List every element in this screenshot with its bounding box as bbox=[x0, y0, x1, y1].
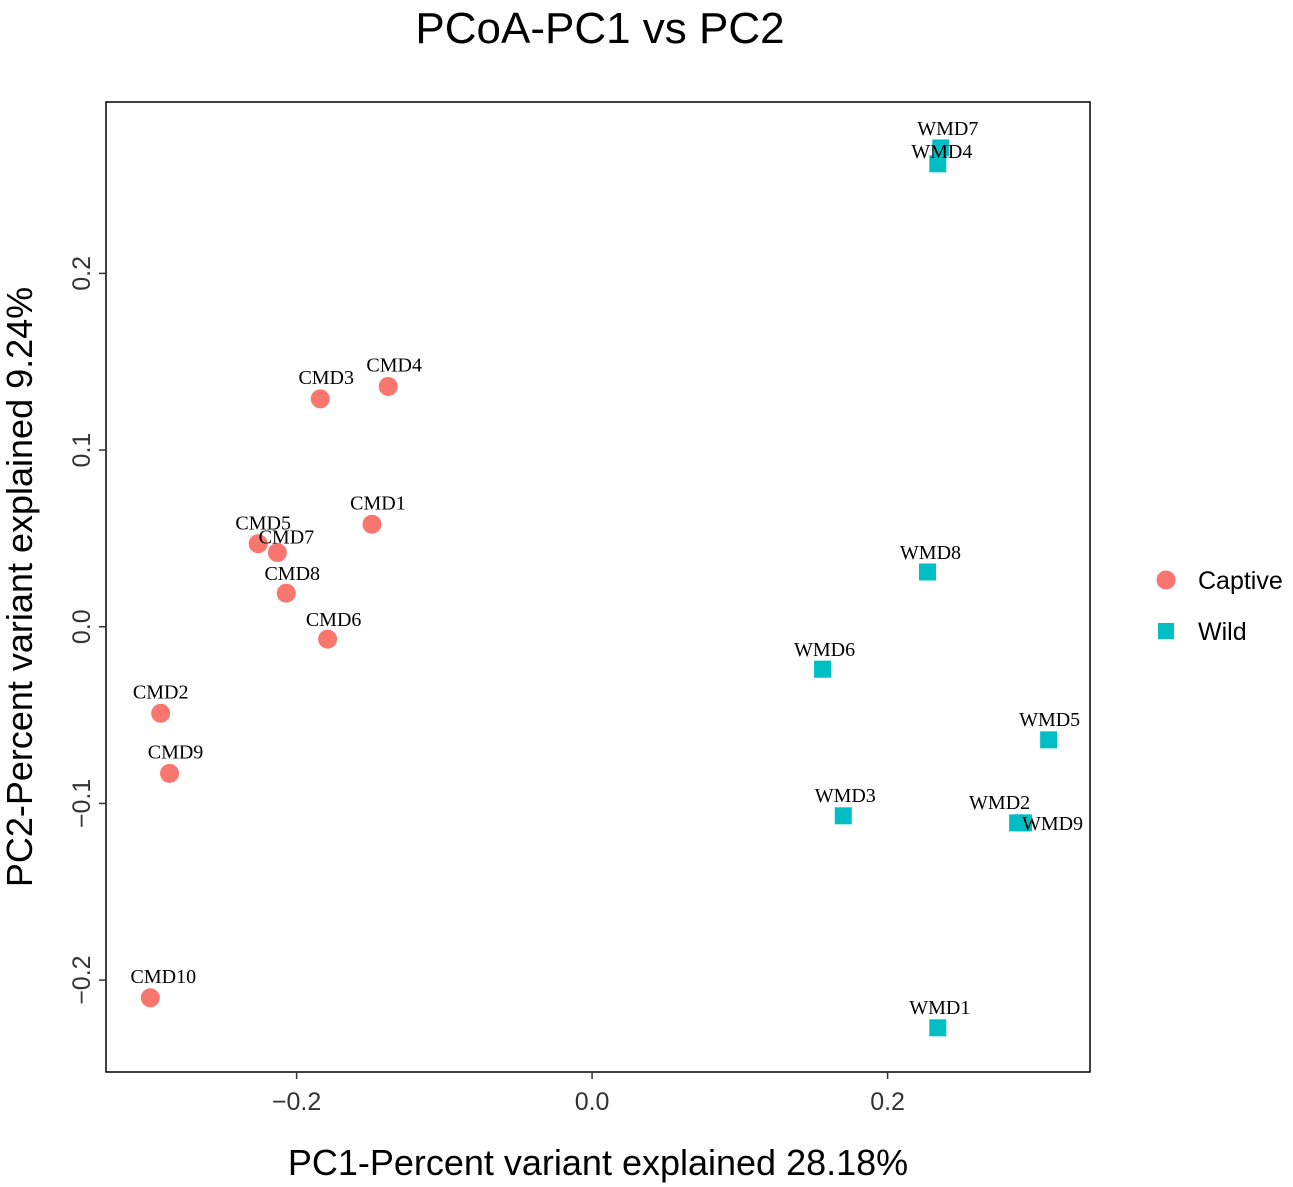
y-tick-label-3: 0.1 bbox=[68, 433, 96, 468]
point-label-wmd9: WMD9 bbox=[1022, 813, 1083, 835]
point-labels-layer: CMD1 CMD2 CMD3 CMD4 CMD5 CMD6 CMD7 CMD8 CMD9 CMD1… bbox=[131, 118, 1084, 1019]
point-label-cmd2: CMD2 bbox=[133, 681, 189, 703]
point-label-wmd4: WMD4 bbox=[911, 141, 972, 163]
point-cmd2 bbox=[151, 703, 171, 723]
chart-title: PCoA-PC1 vs PC2 bbox=[415, 4, 784, 53]
point-cmd1 bbox=[362, 514, 382, 534]
point-cmd6 bbox=[318, 629, 338, 649]
x-axis: −0.2 0.0 0.2 bbox=[272, 1072, 905, 1116]
x-tick-label-1: 0.0 bbox=[575, 1088, 610, 1116]
point-label-cmd9: CMD9 bbox=[148, 741, 204, 763]
point-label-wmd6: WMD6 bbox=[794, 639, 855, 661]
point-label-cmd8: CMD8 bbox=[264, 563, 320, 585]
point-label-cmd3: CMD3 bbox=[298, 367, 354, 389]
point-wmd6 bbox=[814, 660, 832, 678]
point-cmd4 bbox=[378, 376, 398, 396]
point-label-wmd7: WMD7 bbox=[917, 118, 978, 140]
point-wmd9 bbox=[1015, 814, 1033, 832]
point-label-wmd3: WMD3 bbox=[815, 785, 876, 807]
y-axis: −0.2 −0.1 0.0 0.1 0.2 bbox=[68, 256, 106, 1005]
point-label-cmd10: CMD10 bbox=[131, 966, 197, 988]
legend-label-wild: Wild bbox=[1198, 618, 1247, 646]
y-tick-label-2: 0.0 bbox=[68, 609, 96, 644]
point-cmd9 bbox=[160, 763, 180, 783]
point-wmd5 bbox=[1040, 731, 1058, 749]
point-label-wmd1: WMD1 bbox=[909, 997, 970, 1019]
plot-panel bbox=[105, 101, 1091, 1073]
points-layer bbox=[140, 139, 1058, 1037]
legend-label-captive: Captive bbox=[1198, 567, 1283, 595]
point-cmd10 bbox=[140, 988, 160, 1008]
point-label-cmd6: CMD6 bbox=[306, 609, 362, 631]
y-axis-label: PC2-Percent variant explained 9.24% bbox=[0, 287, 40, 887]
x-tick-label-2: 0.2 bbox=[870, 1088, 905, 1116]
point-label-cmd1: CMD1 bbox=[350, 492, 406, 514]
point-label-cmd7: CMD7 bbox=[259, 527, 315, 549]
point-label-wmd2: WMD2 bbox=[969, 792, 1030, 814]
point-label-cmd5: CMD5 bbox=[235, 513, 291, 535]
point-wmd7 bbox=[932, 139, 950, 157]
y-tick-label-4: 0.2 bbox=[68, 256, 96, 291]
legend: Captive Wild bbox=[1156, 567, 1283, 646]
x-tick-label-0: −0.2 bbox=[272, 1088, 321, 1116]
point-cmd7 bbox=[267, 543, 287, 563]
point-wmd8 bbox=[918, 563, 936, 581]
legend-key-captive bbox=[1156, 570, 1176, 590]
point-cmd3 bbox=[310, 389, 330, 409]
point-wmd3 bbox=[834, 807, 852, 825]
x-axis-label: PC1-Percent variant explained 28.18% bbox=[288, 1142, 908, 1183]
point-label-wmd5: WMD5 bbox=[1019, 709, 1080, 731]
point-label-wmd8: WMD8 bbox=[900, 542, 961, 564]
point-cmd5 bbox=[248, 534, 268, 554]
point-cmd8 bbox=[276, 583, 296, 603]
y-tick-label-1: −0.1 bbox=[68, 779, 96, 828]
point-wmd4 bbox=[929, 155, 947, 173]
point-wmd1 bbox=[929, 1019, 947, 1037]
legend-key-wild bbox=[1158, 623, 1174, 639]
point-label-cmd4: CMD4 bbox=[366, 354, 422, 376]
y-tick-label-0: −0.2 bbox=[68, 955, 96, 1004]
